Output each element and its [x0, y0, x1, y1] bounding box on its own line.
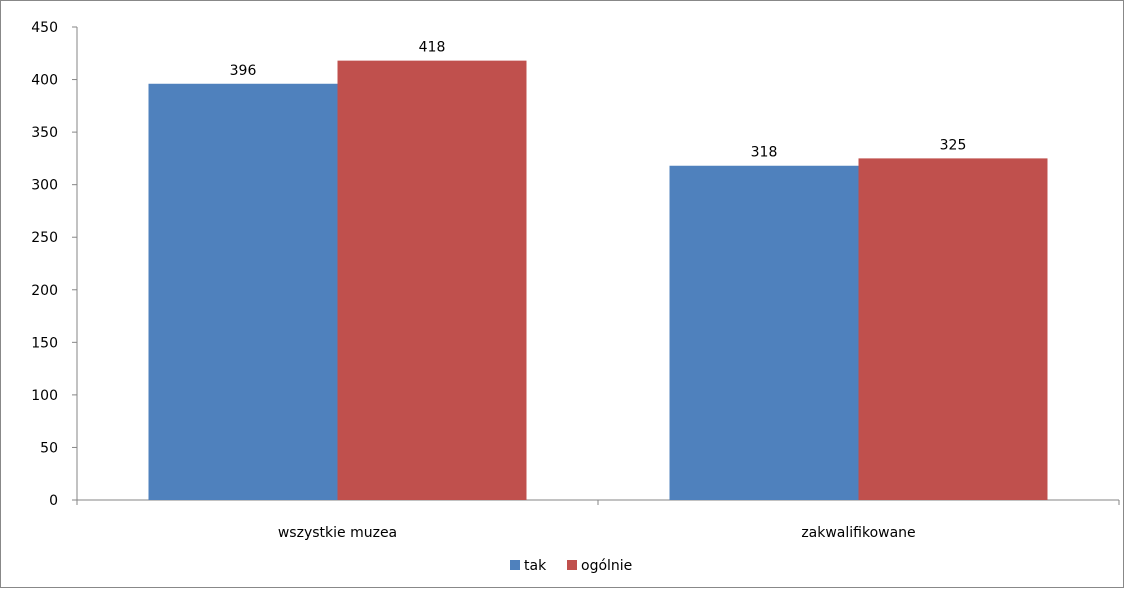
y-tick-label: 0: [49, 493, 58, 509]
legend-label: tak: [524, 558, 547, 574]
bars: [148, 60, 1048, 500]
y-tick-label: 200: [31, 283, 58, 299]
y-tick-label: 250: [31, 230, 58, 246]
y-axis-ticks: 0 50 100 150 200 250 300 350 400 450: [31, 20, 77, 509]
bar-tak: [148, 83, 338, 500]
data-label: 396: [230, 63, 257, 79]
y-tick-label: 100: [31, 388, 58, 404]
x-axis-categories: wszystkie muzea zakwalifikowane: [278, 525, 916, 541]
y-tick-label: 50: [40, 440, 58, 456]
y-tick-label: 350: [31, 125, 58, 141]
legend-swatch: [510, 560, 520, 570]
bar-tak: [669, 165, 859, 500]
data-label: 325: [940, 137, 967, 153]
legend-label: ogólnie: [581, 558, 632, 574]
x-category-label: wszystkie muzea: [278, 525, 397, 541]
legend-swatch: [567, 560, 577, 570]
legend: tak ogólnie: [510, 558, 632, 574]
y-tick-label: 150: [31, 335, 58, 351]
y-tick-label: 300: [31, 178, 58, 194]
data-labels: 396 418 318 325: [230, 40, 967, 161]
bar-ogólnie: [337, 60, 527, 500]
y-tick-label: 450: [31, 20, 58, 36]
y-tick-label: 400: [31, 73, 58, 89]
data-label: 318: [751, 145, 778, 161]
data-label: 418: [419, 40, 446, 56]
bar-ogólnie: [858, 158, 1048, 500]
x-category-label: zakwalifikowane: [801, 525, 915, 541]
